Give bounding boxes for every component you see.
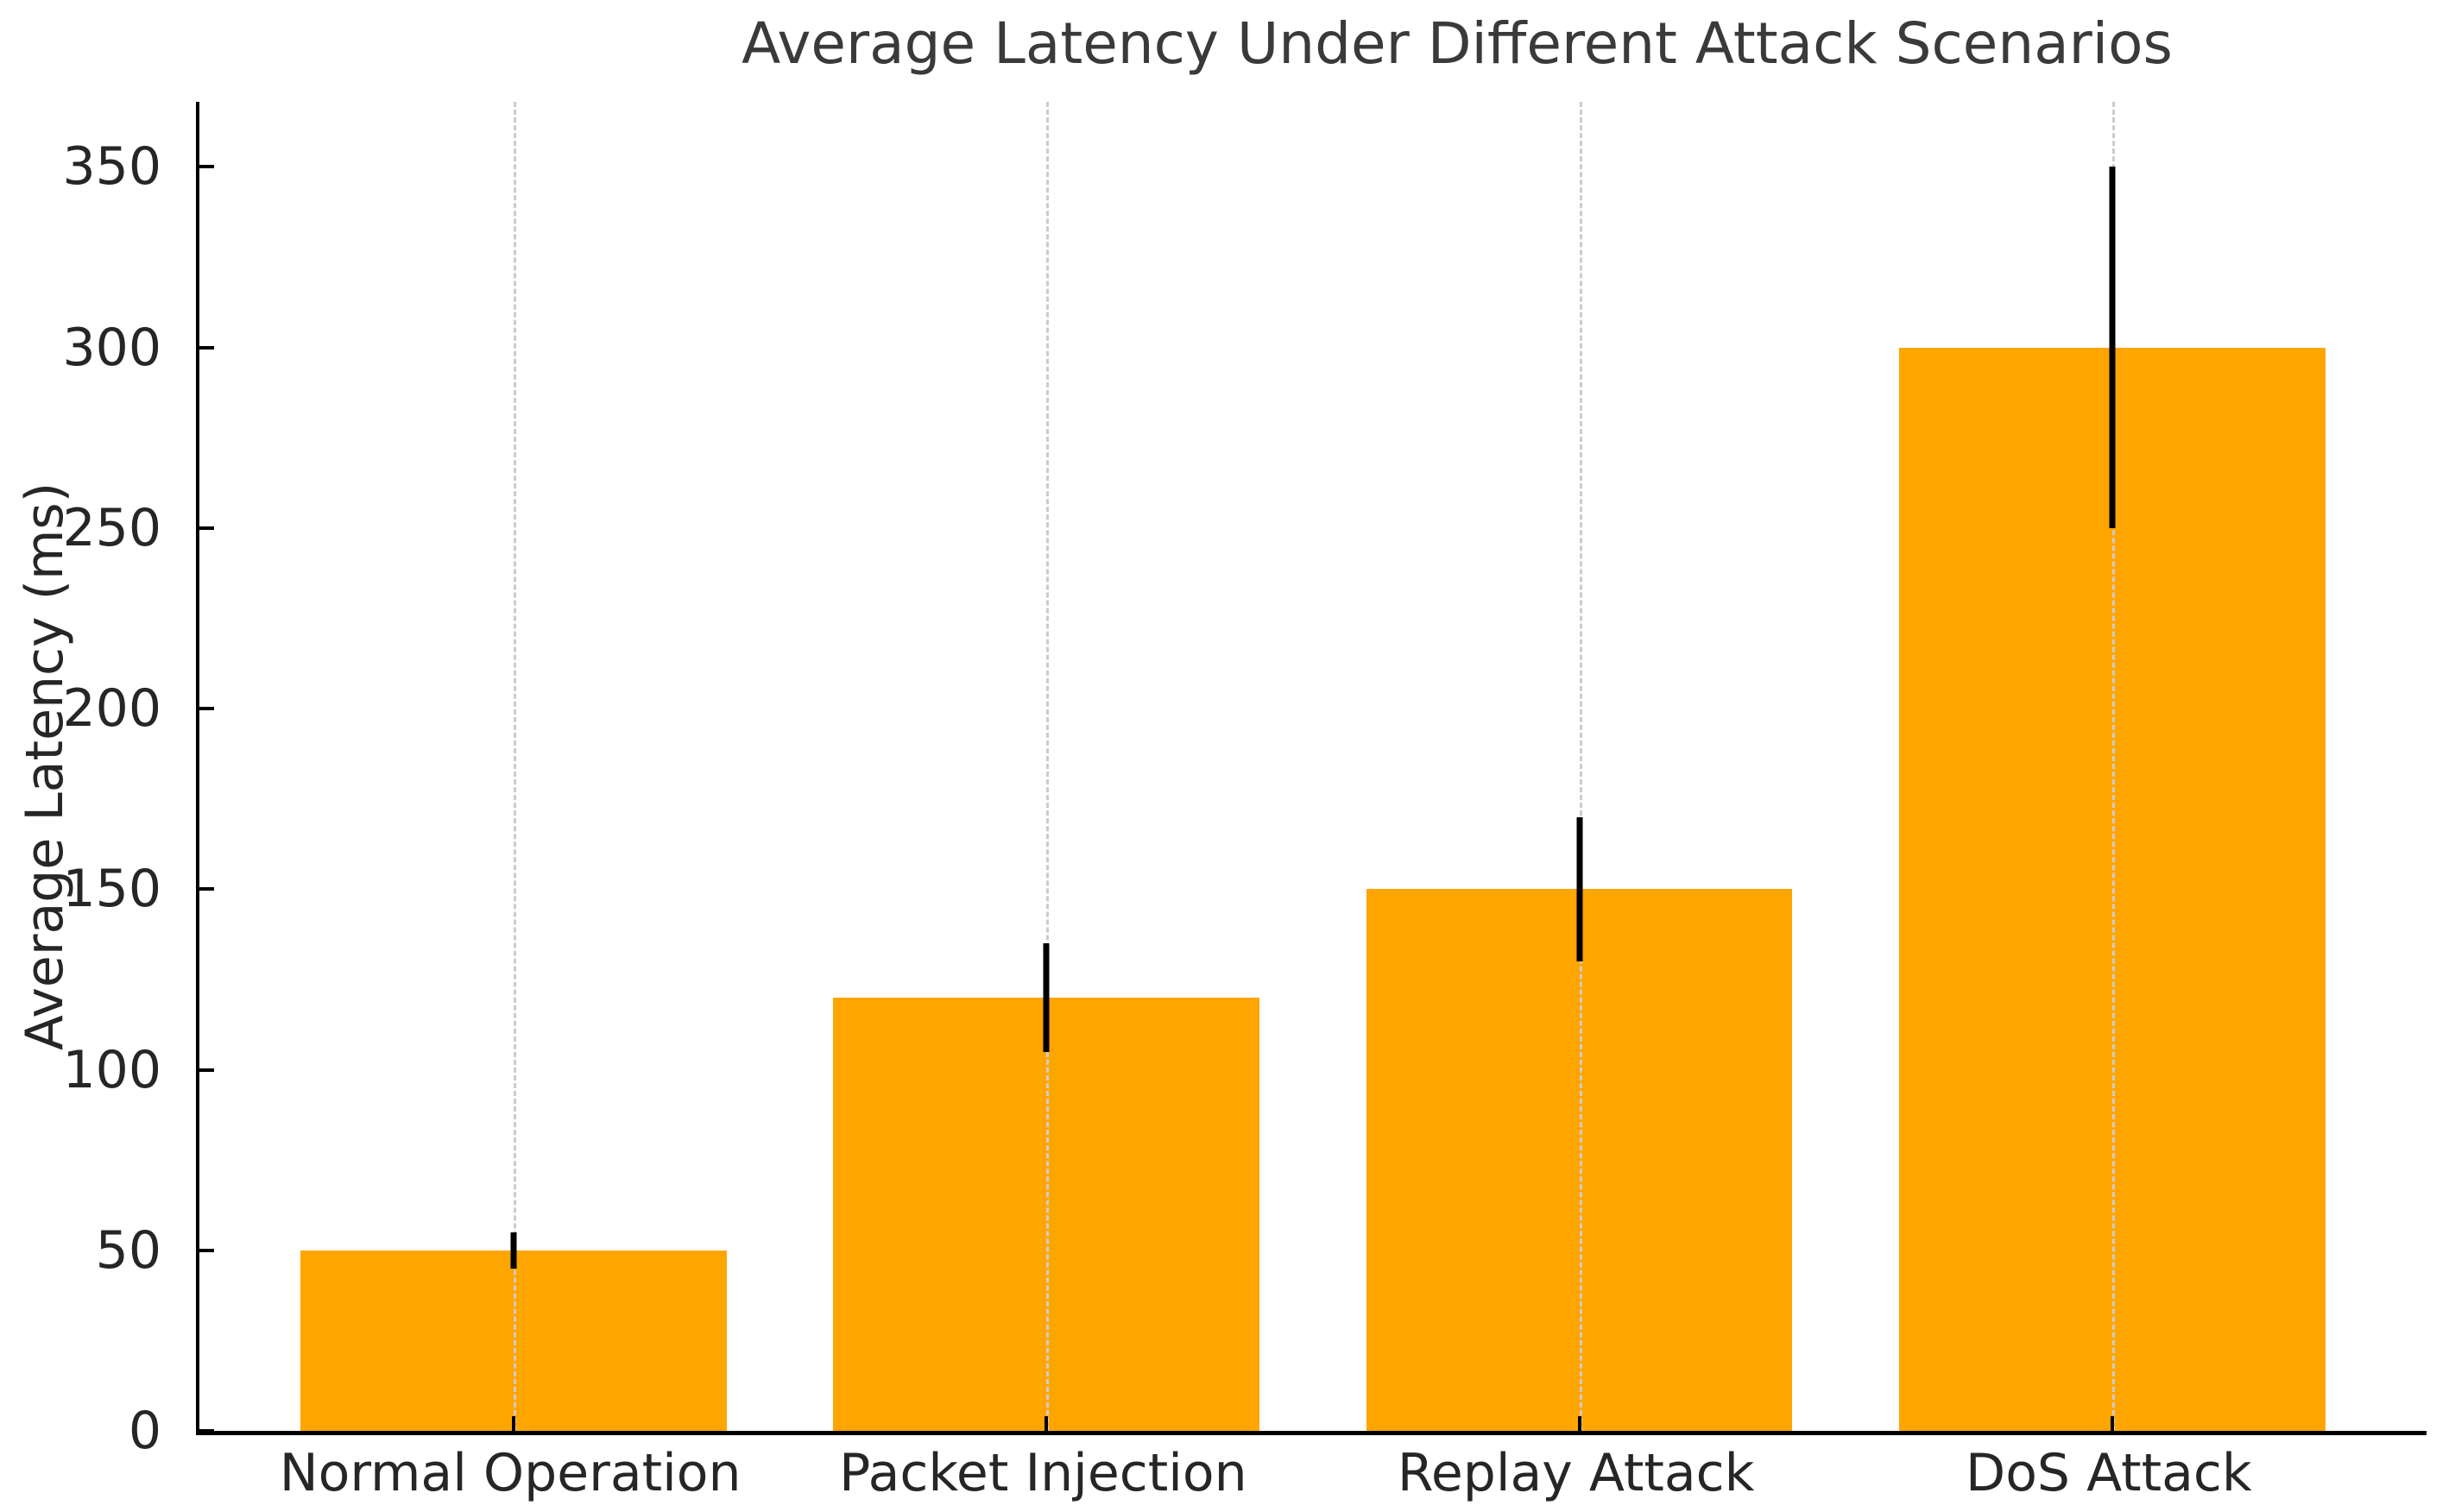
y-tick-label: 350 bbox=[62, 136, 161, 198]
x-axis-tick bbox=[1577, 1416, 1581, 1431]
bar-dos-attack bbox=[1898, 347, 2326, 1431]
error-bar bbox=[1043, 943, 1050, 1052]
x-tick-label: Normal Operation bbox=[279, 1443, 742, 1503]
gridline bbox=[1046, 102, 1050, 1431]
x-axis-tick bbox=[2110, 1416, 2114, 1431]
bar-replay-attack bbox=[1366, 889, 1793, 1431]
bar-packet-injection bbox=[833, 997, 1260, 1431]
y-axis-tick bbox=[199, 1068, 214, 1072]
x-tick-label: DoS Attack bbox=[1966, 1443, 2252, 1503]
chart-title: Average Latency Under Different Attack S… bbox=[742, 10, 2173, 77]
y-axis-tick bbox=[199, 345, 214, 350]
x-tick-label: Replay Attack bbox=[1397, 1443, 1755, 1503]
y-tick-label: 100 bbox=[62, 1039, 161, 1100]
gridline bbox=[2111, 102, 2115, 1431]
gridline bbox=[1579, 102, 1582, 1431]
y-tick-label: 300 bbox=[62, 317, 161, 378]
error-bar bbox=[1576, 816, 1583, 961]
y-tick-label: 250 bbox=[62, 497, 161, 558]
x-axis-tick bbox=[512, 1416, 516, 1431]
error-bar bbox=[510, 1232, 517, 1269]
y-axis-tick bbox=[199, 1429, 214, 1433]
gridline bbox=[514, 102, 517, 1431]
y-tick-label: 200 bbox=[62, 678, 161, 740]
bar-normal-operation bbox=[300, 1250, 728, 1431]
plot-area bbox=[196, 102, 2427, 1435]
y-tick-label: 50 bbox=[95, 1219, 161, 1281]
y-axis-tick bbox=[199, 165, 214, 169]
y-axis-tick bbox=[199, 1248, 214, 1252]
y-axis-tick bbox=[199, 887, 214, 891]
error-bar bbox=[2109, 167, 2116, 528]
x-tick-label: Packet Injection bbox=[839, 1443, 1247, 1503]
y-axis-tick bbox=[199, 526, 214, 530]
y-axis-tick bbox=[199, 707, 214, 711]
x-axis-tick bbox=[1044, 1416, 1049, 1431]
y-tick-label: 0 bbox=[128, 1401, 161, 1461]
y-axis-tick-labels: 0 50 100 150 200 250 300 350 bbox=[0, 102, 179, 1461]
y-tick-label: 150 bbox=[62, 859, 161, 920]
